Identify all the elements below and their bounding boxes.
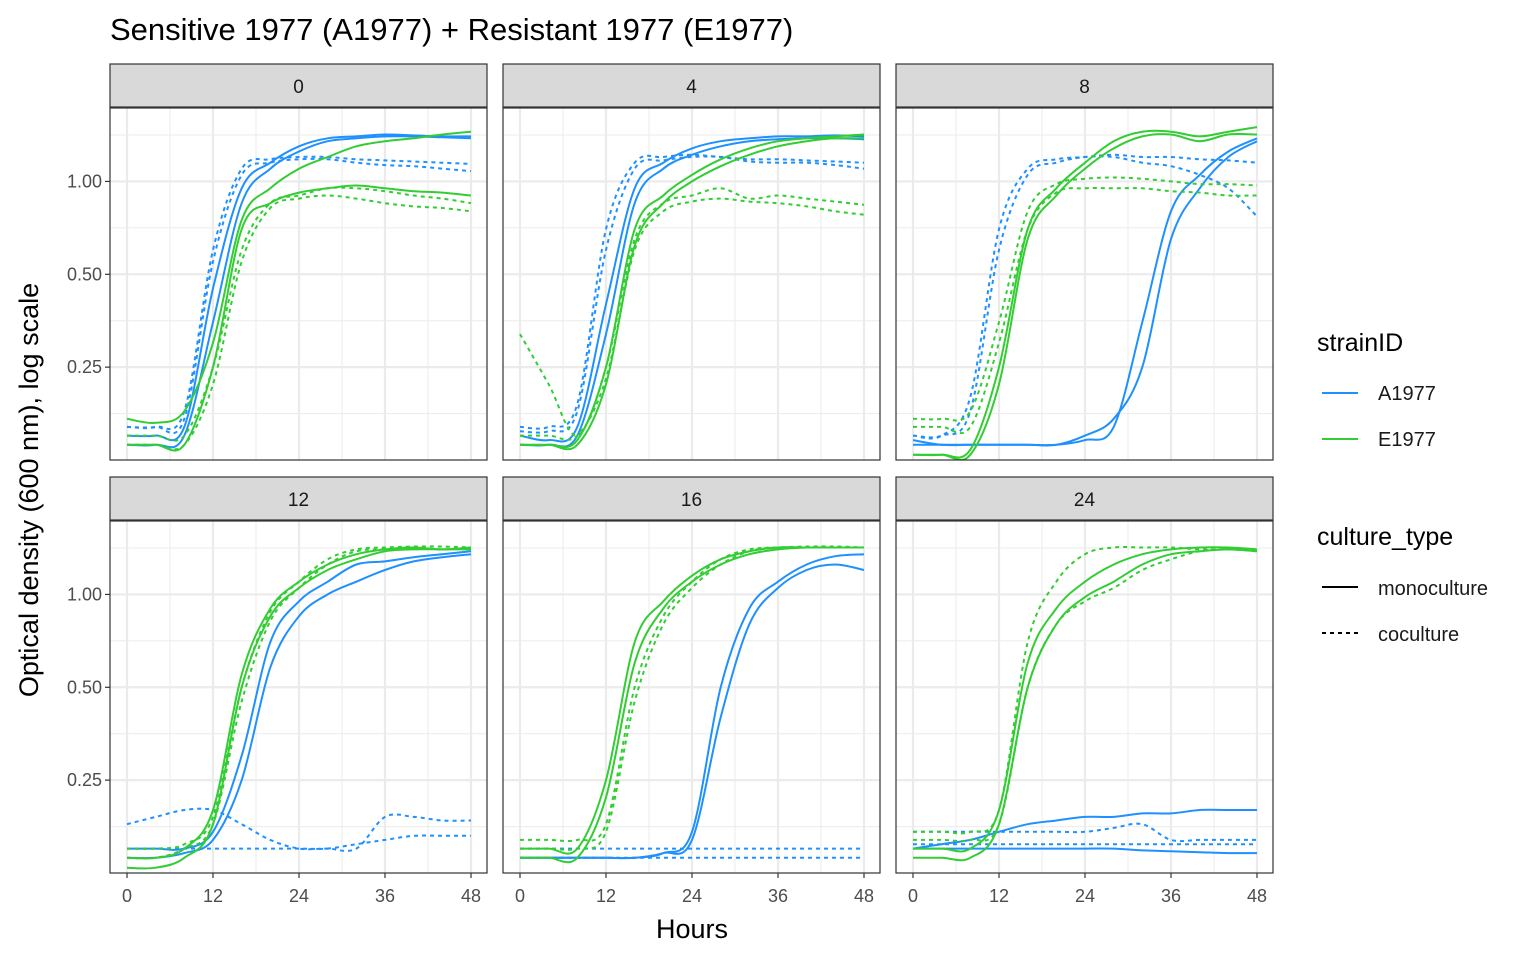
series-group [126, 545, 472, 870]
x-tick-label: 48 [854, 886, 874, 906]
y-tick-label: 1.00 [67, 171, 102, 191]
x-tick-label: 48 [1247, 886, 1267, 906]
x-tick-label: 24 [1075, 886, 1095, 906]
series-line-e1977-coculture [127, 186, 472, 442]
series-line-a1977-monoculture [519, 134, 865, 443]
series-line-e1977-monoculture [912, 132, 1258, 460]
x-axis-title: Hours [656, 914, 728, 944]
x-tick-label: 12 [989, 886, 1009, 906]
facet-panel-16: 16 0 12 24 36 48 [502, 476, 881, 906]
series-line-a1977-coculture [519, 155, 865, 434]
series-line-e1977-coculture [913, 545, 1257, 835]
series-line-e1977-monoculture [913, 546, 1258, 853]
series-line-e1977-monoculture [519, 133, 865, 449]
y-tick-label: 0.25 [67, 357, 102, 377]
facet-strip-label: 24 [1074, 490, 1096, 511]
facet-panel-24: 24 0 12 24 36 48 [895, 476, 1274, 906]
panel-border [502, 107, 881, 461]
series-line-e1977-coculture [912, 186, 1258, 435]
x-tick-label: 24 [289, 886, 309, 906]
facet-strip [109, 476, 488, 521]
x-tick-label: 0 [122, 886, 132, 906]
x-tick-label: 24 [682, 886, 702, 906]
series-line-e1977-coculture [126, 546, 472, 860]
facet-strip [502, 63, 881, 108]
series-line-a1977-coculture [126, 807, 472, 852]
series-line-a1977-coculture [912, 155, 1258, 439]
legend-label-monoculture: monoculture [1378, 578, 1488, 600]
series-line-a1977-coculture [126, 157, 472, 435]
x-tick-label: 48 [461, 886, 481, 906]
facet-strip-label: 8 [1079, 77, 1090, 98]
facet-panel-4: 4 [502, 63, 881, 461]
x-tick-label: 0 [515, 886, 525, 906]
x-tick-label: 12 [596, 886, 616, 906]
y-tick-label: 0.50 [67, 264, 102, 284]
chart-title: Sensitive 1977 (A1977) + Resistant 1977 … [110, 12, 793, 47]
y-axis-title: Optical density (600 nm), log scale [14, 283, 44, 697]
x-tick-label: 36 [375, 886, 395, 906]
legend-label-coculture: coculture [1378, 624, 1459, 646]
series-line-e1977-coculture [913, 548, 1258, 843]
legend-label-e1977: E1977 [1378, 429, 1436, 451]
series-line-a1977-monoculture [126, 133, 472, 442]
legend: strainID A1977 E1977 culture_type monocu… [1317, 329, 1488, 646]
series-line-e1977-monoculture [126, 130, 472, 425]
series-line-e1977-coculture [520, 546, 864, 851]
series-line-e1977-coculture [126, 545, 472, 850]
x-tick-label: 36 [768, 886, 788, 906]
series-group [126, 130, 472, 452]
facet-panel-8: 8 [895, 63, 1274, 461]
facet-strip-label: 0 [293, 77, 304, 98]
series-line-a1977-coculture [519, 153, 865, 430]
facet-panel-12: 12 0.25 0.50 1.00 0 12 24 36 48 [67, 476, 488, 906]
series-line-e1977-monoculture [520, 137, 865, 451]
legend-title-strain: strainID [1317, 329, 1403, 357]
facet-strip-label: 12 [288, 490, 309, 511]
facet-strip-label: 16 [681, 490, 702, 511]
series-line-a1977-monoculture [126, 553, 472, 860]
facet-panel-0: 0 0.25 0.50 1.00 [67, 63, 488, 461]
series-group [912, 545, 1258, 862]
facet-strip [502, 476, 881, 521]
x-tick-label: 12 [203, 886, 223, 906]
x-tick-label: 0 [908, 886, 918, 906]
series-line-a1977-monoculture [912, 140, 1258, 447]
y-tick-label: 0.25 [67, 770, 102, 790]
x-tick-label: 36 [1161, 886, 1181, 906]
facet-strip [895, 63, 1274, 108]
legend-label-a1977: A1977 [1378, 383, 1436, 405]
facet-strip [895, 476, 1274, 521]
series-group [912, 126, 1258, 460]
series-line-e1977-coculture [127, 194, 472, 451]
series-group [519, 133, 865, 451]
facet-strip [109, 63, 488, 108]
series-line-e1977-coculture [519, 187, 865, 437]
y-tick-label: 0.50 [67, 677, 102, 697]
panel-border [895, 107, 1274, 461]
series-line-e1977-monoculture [912, 126, 1258, 459]
series-line-e1977-coculture [520, 197, 865, 441]
facet-strip-label: 4 [686, 77, 697, 98]
series-line-a1977-monoculture [126, 135, 472, 449]
series-group [519, 545, 865, 864]
series-line-a1977-coculture [126, 155, 472, 431]
panel-border [109, 107, 488, 461]
legend-title-culture: culture_type [1317, 523, 1453, 551]
y-tick-label: 1.00 [67, 584, 102, 604]
